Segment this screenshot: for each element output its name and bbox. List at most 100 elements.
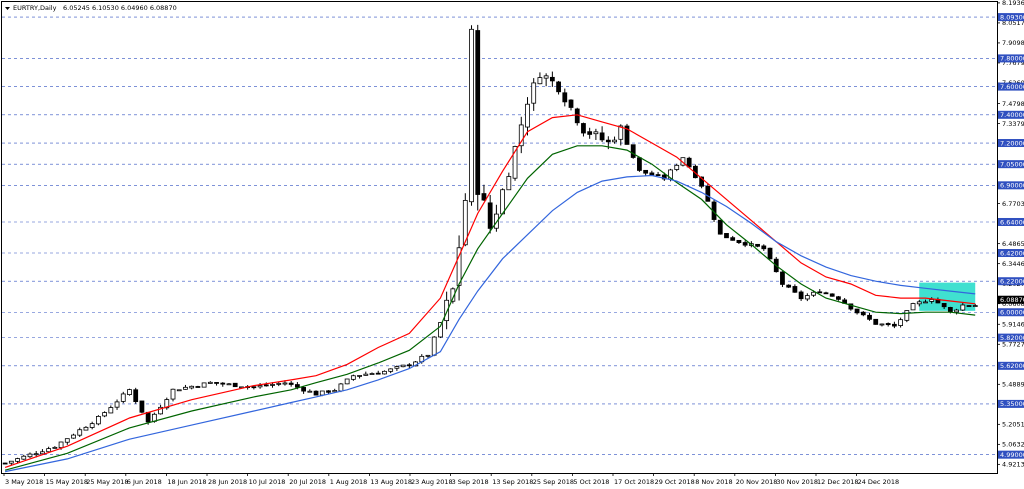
candle-body (860, 311, 866, 316)
level-tag (998, 181, 1024, 190)
candle-body (512, 146, 518, 179)
level-tag (998, 450, 1024, 459)
candle-body (792, 286, 798, 293)
candle-body (382, 370, 387, 375)
x-tick-label: 6 Jun 2018 (127, 478, 162, 486)
candle-body (127, 389, 132, 396)
candle-body (618, 125, 624, 140)
candle-body (425, 354, 431, 357)
y-tick-label: 5.06320 (1002, 441, 1024, 449)
level-tag (998, 54, 1024, 63)
moving-average-line-2 (4, 145, 976, 471)
candle-body (873, 318, 879, 325)
moving-averages (4, 114, 976, 473)
x-tick-label: 3 May 2018 (5, 478, 43, 486)
candle-body (531, 82, 537, 104)
candle-body (357, 375, 362, 377)
candle-body (332, 390, 338, 393)
y-tick-label: 6.34460 (1002, 260, 1024, 268)
level-tag (998, 277, 1024, 286)
x-tick-label: 20 Jul 2018 (289, 478, 326, 486)
x-tick-label: 13 Aug 2018 (370, 478, 412, 486)
level-tag (998, 249, 1024, 258)
candle-body (288, 382, 294, 385)
candle-body (904, 310, 910, 321)
candle-body (780, 271, 785, 285)
candle-body (77, 429, 83, 436)
candle-body (960, 304, 966, 311)
x-tick-label: 29 Oct 2018 (655, 478, 695, 486)
moving-average-line-1 (4, 114, 976, 468)
candle-body (326, 390, 331, 393)
candle-body (220, 382, 226, 385)
candle-body (313, 390, 319, 396)
level-tag-label: 6.22000 (1000, 278, 1024, 286)
candle-body (568, 99, 574, 108)
level-tag (998, 217, 1024, 226)
x-tick-label: 28 Jun 2018 (208, 478, 247, 486)
candle-body (518, 124, 524, 147)
level-tag-label: 6.64000 (1000, 218, 1024, 226)
candle-body (798, 291, 804, 300)
x-tick-label: 23 Aug 2018 (411, 478, 453, 486)
candle-body (295, 384, 300, 388)
candle-body (475, 30, 481, 195)
y-axis: 8.193608.051707.909807.767907.626007.479… (997, 0, 1024, 469)
level-tag (998, 160, 1024, 169)
candle-body (581, 123, 586, 134)
candle-body (481, 193, 487, 201)
candle-body (549, 76, 555, 82)
level-tag-label: 7.40000 (1000, 111, 1024, 119)
y-tick-label: 5.77270 (1002, 340, 1024, 348)
y-tick-label: 5.20510 (1002, 421, 1024, 429)
candle-body (21, 455, 27, 460)
candle-body (270, 384, 275, 386)
candle-body (27, 453, 33, 458)
x-tick-label: 18 Jun 2018 (167, 478, 206, 486)
candle-body (593, 131, 599, 135)
candle-body (301, 387, 306, 392)
candle-body (637, 157, 642, 171)
candle-body (916, 301, 922, 305)
candle-body (201, 382, 207, 388)
collapse-triangle-icon[interactable] (5, 7, 10, 10)
y-tick-label: 5.48890 (1002, 381, 1024, 389)
y-tick-label: 7.90980 (1002, 39, 1024, 47)
candle-body (941, 303, 947, 308)
x-tick-label: 15 May 2018 (46, 478, 88, 486)
candle-body (15, 458, 20, 462)
candle-body (848, 303, 854, 310)
candle-body (562, 92, 568, 103)
candle-body (786, 284, 792, 288)
candle-body (630, 144, 636, 158)
candle-body (52, 446, 58, 449)
candle-body (2, 462, 8, 465)
candle-body (674, 164, 680, 170)
candle-body (574, 108, 580, 124)
candle-body (910, 303, 916, 311)
candle-body (176, 389, 182, 392)
candle-body (500, 189, 505, 215)
candle-body (761, 245, 767, 250)
candle-body (400, 364, 406, 368)
candlesticks (2, 24, 978, 466)
candle-body (730, 237, 736, 241)
candle-body (923, 301, 928, 304)
candle-body (108, 407, 114, 414)
x-tick-label: 10 Jul 2018 (249, 478, 286, 486)
candle-body (183, 386, 188, 390)
level-tag (998, 110, 1024, 119)
candle-body (444, 299, 450, 322)
grid-lines (2, 16, 997, 455)
level-tag-label: 7.60000 (1000, 83, 1024, 91)
candle-body (145, 411, 151, 423)
candle-body (58, 441, 64, 449)
candle-body (686, 157, 692, 168)
level-tag (998, 333, 1024, 342)
candle-body (133, 389, 139, 403)
candle-body (139, 400, 145, 413)
candle-body (867, 314, 872, 320)
